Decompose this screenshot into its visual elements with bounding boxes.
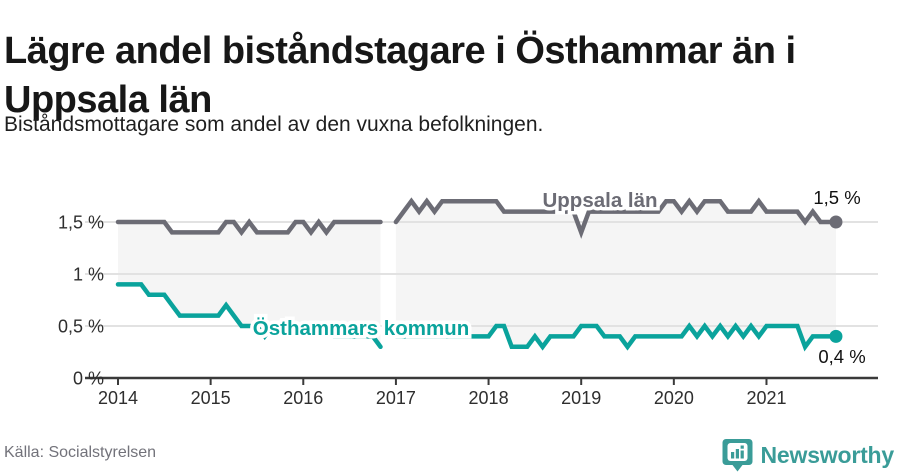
series-end-dot bbox=[829, 215, 843, 229]
x-tick-label: 2016 bbox=[283, 388, 323, 408]
x-tick-label: 2020 bbox=[654, 388, 694, 408]
x-tick-label: 2017 bbox=[376, 388, 416, 408]
series-end-value-label: 1,5 % bbox=[813, 187, 860, 208]
y-tick-label: 0 % bbox=[73, 369, 104, 389]
brand-name: Newsworthy bbox=[760, 441, 895, 468]
source-note: Källa: Socialstyrelsen bbox=[4, 444, 157, 461]
y-tick-label: 1,5 % bbox=[58, 213, 104, 233]
x-tick-label: 2021 bbox=[746, 388, 786, 408]
x-tick-label: 2014 bbox=[98, 388, 138, 408]
series-label: Uppsala län bbox=[542, 189, 657, 212]
y-tick-label: 1 % bbox=[73, 265, 104, 285]
x-tick-label: 2018 bbox=[469, 388, 509, 408]
x-tick-label: 2015 bbox=[191, 388, 231, 408]
series-line bbox=[115, 282, 383, 350]
series-label: Östhammars kommun bbox=[253, 317, 469, 340]
chart-title: Lägre andel biståndstagare i Östhammar ä… bbox=[4, 30, 796, 122]
series-end-dot bbox=[829, 329, 843, 343]
y-tick-label: 0,5 % bbox=[58, 317, 104, 337]
series-line bbox=[115, 218, 383, 237]
chart-subtitle: Biståndsmottagare som andel av den vuxna… bbox=[4, 113, 544, 136]
series-line bbox=[393, 197, 839, 239]
bar-chart-pin-icon bbox=[722, 439, 753, 472]
brand-logo: Newsworthy bbox=[722, 438, 894, 472]
x-tick-label: 2019 bbox=[561, 388, 601, 408]
series-end-value-label: 0,4 % bbox=[818, 346, 865, 367]
series-line bbox=[393, 322, 839, 352]
